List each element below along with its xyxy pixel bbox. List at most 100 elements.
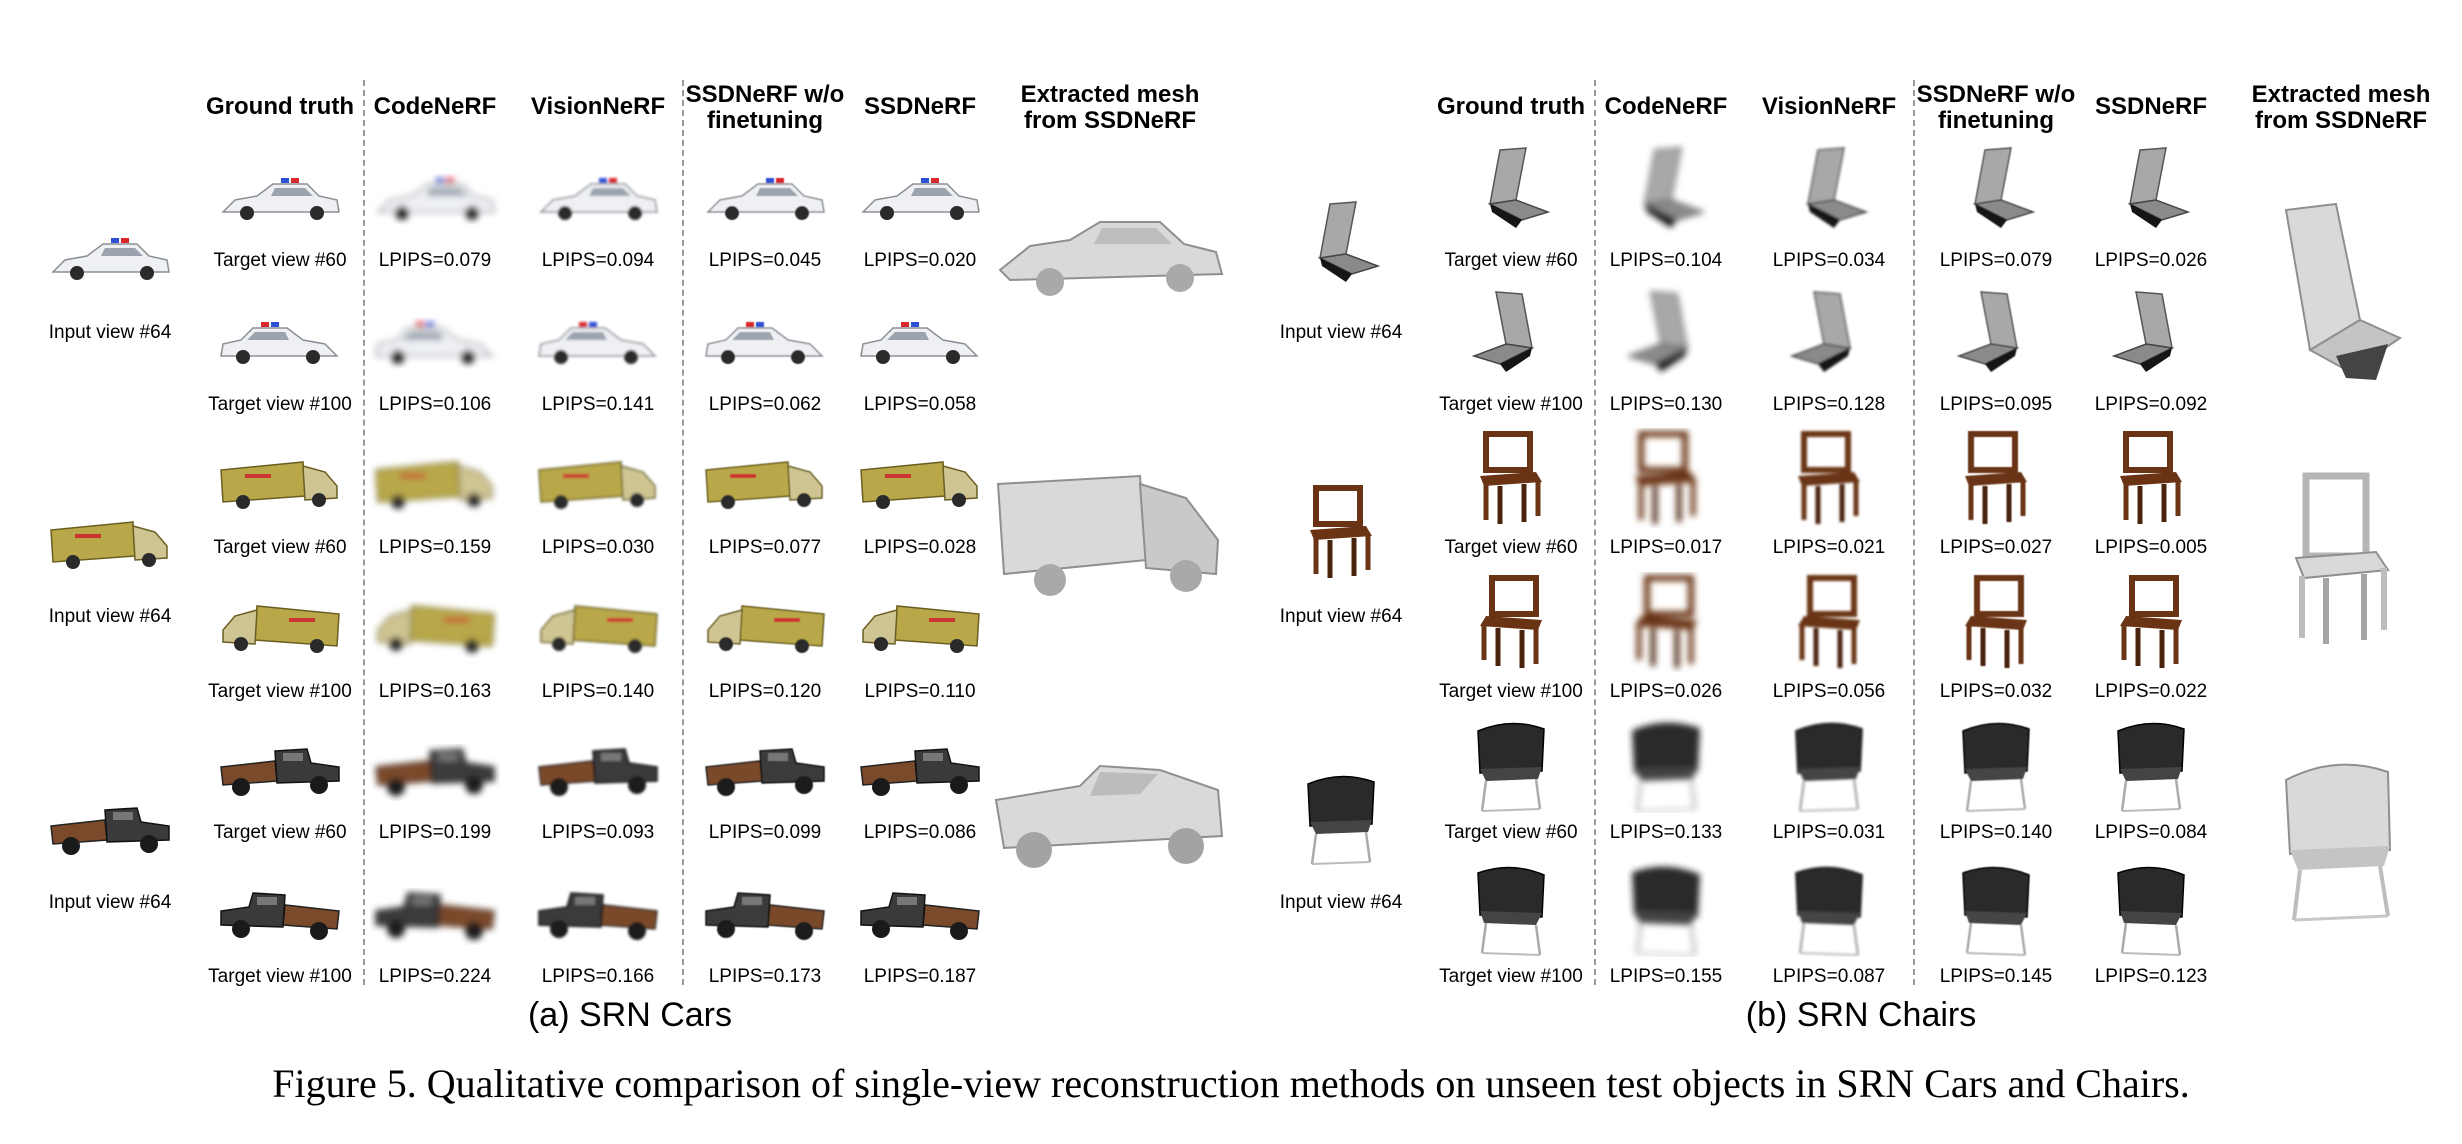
lpips-score: LPIPS=0.045 (708, 250, 822, 271)
render-visionnerf (1774, 857, 1884, 957)
render-ssdnerf-wo-finetuning (1941, 286, 2051, 386)
lpips-score: LPIPS=0.140 (541, 681, 655, 702)
render-ground-truth (215, 166, 345, 230)
lpips-score: LPIPS=0.026 (1609, 681, 1723, 702)
render-ssdnerf-wo-finetuning (700, 596, 830, 660)
header-codenerf: CodeNeRF (373, 93, 497, 120)
render-visionnerf (533, 881, 663, 945)
header-ssdnerf-wo-finetuning: SSDNeRF w/o finetuning (685, 81, 845, 134)
extracted-mesh-image (2276, 470, 2406, 655)
lpips-score: LPIPS=0.028 (863, 537, 977, 558)
lpips-score: LPIPS=0.084 (2094, 822, 2208, 843)
render-ssdnerf-wo-finetuning (700, 166, 830, 230)
target-view-label: Target view #100 (1439, 681, 1583, 702)
lpips-score: LPIPS=0.141 (541, 394, 655, 415)
header-ssdnerf: SSDNeRF (863, 93, 977, 120)
render-ssdnerf (855, 737, 985, 801)
lpips-score: LPIPS=0.032 (1939, 681, 2053, 702)
render-codenerf (370, 881, 500, 945)
render-visionnerf (1774, 428, 1884, 528)
lpips-score: LPIPS=0.087 (1772, 966, 1886, 987)
lpips-score: LPIPS=0.027 (1939, 537, 2053, 558)
render-codenerf (370, 166, 500, 230)
render-ground-truth (1456, 713, 1566, 813)
render-ssdnerf (855, 166, 985, 230)
render-ground-truth (215, 310, 345, 374)
render-codenerf (1611, 713, 1721, 813)
input-view-label: Input view #64 (48, 606, 172, 627)
render-ground-truth (1456, 428, 1566, 528)
panel-subcaption: (b) SRN Chairs (1745, 996, 1977, 1034)
lpips-score: LPIPS=0.123 (2094, 966, 2208, 987)
render-ground-truth (215, 452, 345, 516)
lpips-score: LPIPS=0.020 (863, 250, 977, 271)
input-view-label: Input view #64 (1279, 892, 1403, 913)
render-ssdnerf (855, 452, 985, 516)
header-extracted-mesh: Extracted mesh from SSDNeRF (1020, 81, 1200, 134)
header-codenerf: CodeNeRF (1604, 93, 1728, 120)
lpips-score: LPIPS=0.166 (541, 966, 655, 987)
input-view-image (1286, 196, 1396, 300)
target-view-label: Target view #100 (208, 681, 352, 702)
lpips-score: LPIPS=0.017 (1609, 537, 1723, 558)
render-ssdnerf (855, 596, 985, 660)
lpips-score: LPIPS=0.187 (863, 966, 977, 987)
header-ground-truth: Ground truth (1437, 93, 1585, 120)
lpips-score: LPIPS=0.034 (1772, 250, 1886, 271)
header-visionnerf: VisionNeRF (1761, 93, 1897, 120)
lpips-score: LPIPS=0.021 (1772, 537, 1886, 558)
lpips-score: LPIPS=0.093 (541, 822, 655, 843)
header-ssdnerf: SSDNeRF (2094, 93, 2208, 120)
render-codenerf (1611, 142, 1721, 242)
render-ground-truth (1456, 572, 1566, 672)
column-separator (1594, 80, 1596, 985)
lpips-score: LPIPS=0.104 (1609, 250, 1723, 271)
lpips-score: LPIPS=0.031 (1772, 822, 1886, 843)
render-visionnerf (1774, 286, 1884, 386)
lpips-score: LPIPS=0.092 (2094, 394, 2208, 415)
target-view-label: Target view #100 (1439, 966, 1583, 987)
render-codenerf (370, 737, 500, 801)
render-visionnerf (533, 310, 663, 374)
render-visionnerf (1774, 142, 1884, 242)
lpips-score: LPIPS=0.128 (1772, 394, 1886, 415)
lpips-score: LPIPS=0.095 (1939, 394, 2053, 415)
render-ground-truth (1456, 857, 1566, 957)
lpips-score: LPIPS=0.056 (1772, 681, 1886, 702)
lpips-score: LPIPS=0.058 (863, 394, 977, 415)
lpips-score: LPIPS=0.026 (2094, 250, 2208, 271)
extracted-mesh-image (990, 470, 1230, 600)
render-codenerf (1611, 857, 1721, 957)
target-view-label: Target view #60 (1444, 822, 1578, 843)
panel-srn-cars: Ground truth CodeNeRF VisionNeRF SSDNeRF w/… (0, 0, 1231, 1060)
target-view-label: Target view #60 (1444, 537, 1578, 558)
render-visionnerf (1774, 572, 1884, 672)
lpips-score: LPIPS=0.099 (708, 822, 822, 843)
target-view-label: Target view #100 (208, 394, 352, 415)
extracted-mesh-image (2276, 200, 2406, 385)
input-view-image (1286, 482, 1396, 586)
figure-caption: Figure 5. Qualitative comparison of sing… (272, 1061, 2190, 1106)
render-ssdnerf (2096, 713, 2206, 813)
lpips-score: LPIPS=0.120 (708, 681, 822, 702)
column-separator (1913, 80, 1915, 985)
lpips-score: LPIPS=0.022 (2094, 681, 2208, 702)
header-extracted-mesh: Extracted mesh from SSDNeRF (2251, 81, 2431, 134)
header-visionnerf: VisionNeRF (530, 93, 666, 120)
lpips-score: LPIPS=0.173 (708, 966, 822, 987)
render-visionnerf (533, 737, 663, 801)
render-visionnerf (533, 452, 663, 516)
lpips-score: LPIPS=0.140 (1939, 822, 2053, 843)
column-separator (363, 80, 365, 985)
render-ssdnerf-wo-finetuning (1941, 142, 2051, 242)
column-separator (682, 80, 684, 985)
render-ssdnerf (2096, 857, 2206, 957)
render-ssdnerf-wo-finetuning (1941, 428, 2051, 528)
render-ssdnerf (2096, 142, 2206, 242)
input-view-label: Input view #64 (48, 322, 172, 343)
render-ssdnerf-wo-finetuning (1941, 713, 2051, 813)
target-view-label: Target view #60 (213, 250, 347, 271)
render-codenerf (1611, 428, 1721, 528)
lpips-score: LPIPS=0.199 (378, 822, 492, 843)
lpips-score: LPIPS=0.106 (378, 394, 492, 415)
